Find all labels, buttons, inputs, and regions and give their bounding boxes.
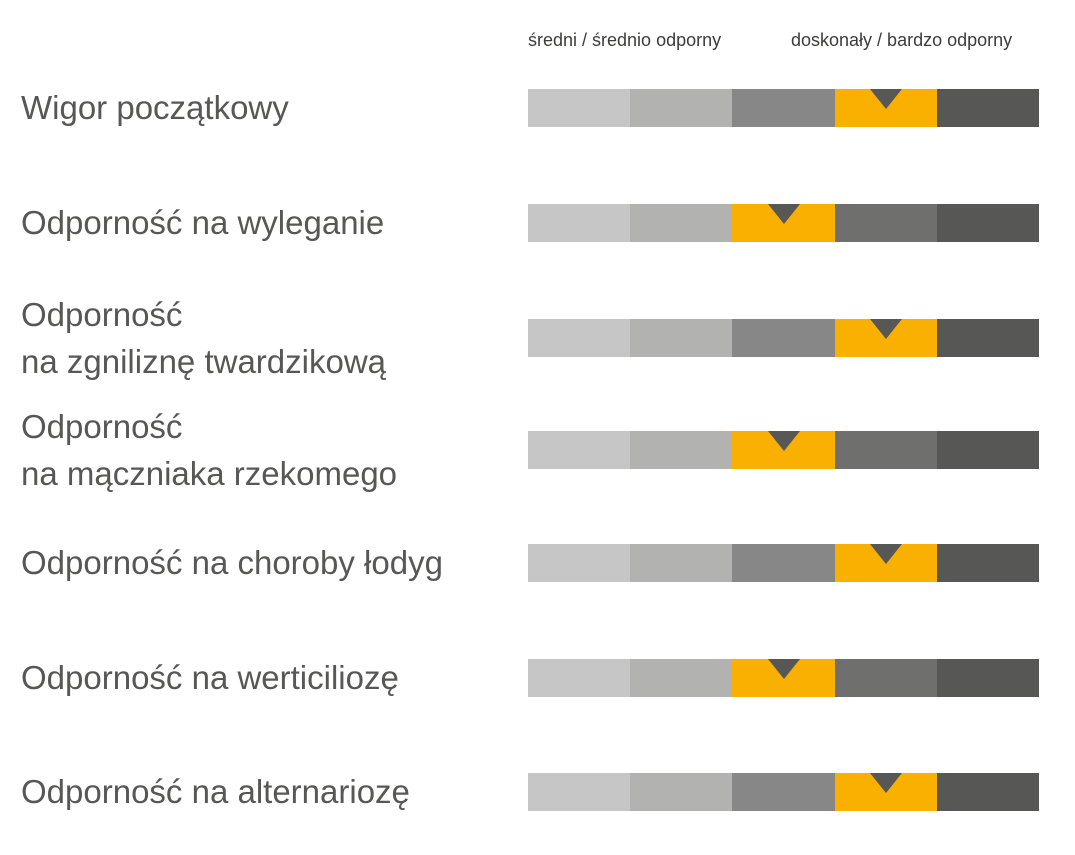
row-label: Wigor początkowy bbox=[21, 88, 289, 128]
rating-segment bbox=[630, 431, 733, 469]
rating-segment bbox=[936, 431, 1040, 469]
rating-segment bbox=[528, 431, 631, 469]
row-label: Odporność na mączniaka rzekomego bbox=[21, 407, 397, 494]
rating-segment bbox=[732, 544, 836, 582]
row-label: Odporność na zgniliznę twardzikową bbox=[21, 295, 386, 382]
rating-segment bbox=[936, 773, 1040, 811]
rating-segment bbox=[936, 659, 1040, 697]
rating-segment bbox=[834, 431, 938, 469]
rating-segment bbox=[630, 544, 733, 582]
rating-bar bbox=[528, 659, 1040, 697]
rating-segment bbox=[528, 773, 631, 811]
rating-marker-icon bbox=[767, 431, 800, 451]
row-label-line: Odporność na choroby łodyg bbox=[21, 544, 443, 581]
rating-segment bbox=[732, 89, 836, 127]
rating-marker-icon bbox=[869, 544, 902, 564]
row-label: Odporność na alternariozę bbox=[21, 772, 410, 812]
rating-bar bbox=[528, 204, 1040, 242]
rating-segment bbox=[528, 659, 631, 697]
row-label-line: Wigor początkowy bbox=[21, 89, 289, 126]
rating-bar bbox=[528, 319, 1040, 357]
rating-segment bbox=[834, 204, 938, 242]
rating-bar bbox=[528, 431, 1040, 469]
rating-segment bbox=[630, 659, 733, 697]
row-label: Odporność na wyleganie bbox=[21, 203, 384, 243]
rating-segment bbox=[834, 659, 938, 697]
rating-bar bbox=[528, 773, 1040, 811]
row-label-line: Odporność na werticiliozę bbox=[21, 659, 399, 696]
rating-segment bbox=[630, 89, 733, 127]
rating-marker-icon bbox=[767, 204, 800, 224]
scale-label-low: średni / średnio odporny bbox=[528, 30, 722, 50]
row-label-line: Odporność bbox=[21, 295, 183, 333]
rating-segment bbox=[630, 204, 733, 242]
rating-bar bbox=[528, 544, 1040, 582]
row-label: Odporność na werticiliozę bbox=[21, 658, 399, 698]
rating-bar bbox=[528, 89, 1040, 127]
rating-segment bbox=[732, 319, 836, 357]
row-label-line: Odporność na wyleganie bbox=[21, 204, 385, 241]
rating-segment bbox=[528, 544, 631, 582]
rating-segment bbox=[528, 89, 631, 127]
row-label-line: Odporność na alternariozę bbox=[21, 773, 410, 810]
rating-segment bbox=[732, 773, 836, 811]
rating-segment bbox=[528, 204, 631, 242]
rating-marker-icon bbox=[869, 89, 902, 109]
rating-marker-icon bbox=[869, 773, 902, 793]
row-label-line: na mączniaka rzekomego bbox=[21, 454, 398, 492]
rating-segment bbox=[630, 319, 733, 357]
row-label-line: Odporność bbox=[21, 407, 183, 445]
rating-segment bbox=[936, 204, 1040, 242]
rating-segment bbox=[528, 319, 631, 357]
rating-segment bbox=[936, 89, 1040, 127]
rating-segment bbox=[630, 773, 733, 811]
rating-segment bbox=[936, 319, 1040, 357]
rating-marker-icon bbox=[767, 659, 800, 679]
row-label-line: na zgniliznę twardzikową bbox=[21, 342, 387, 380]
rating-marker-icon bbox=[869, 319, 902, 339]
row-label: Odporność na choroby łodyg bbox=[21, 543, 443, 583]
rating-segment bbox=[936, 544, 1040, 582]
scale-label-high: doskonały / bardzo odporny bbox=[791, 30, 1013, 50]
